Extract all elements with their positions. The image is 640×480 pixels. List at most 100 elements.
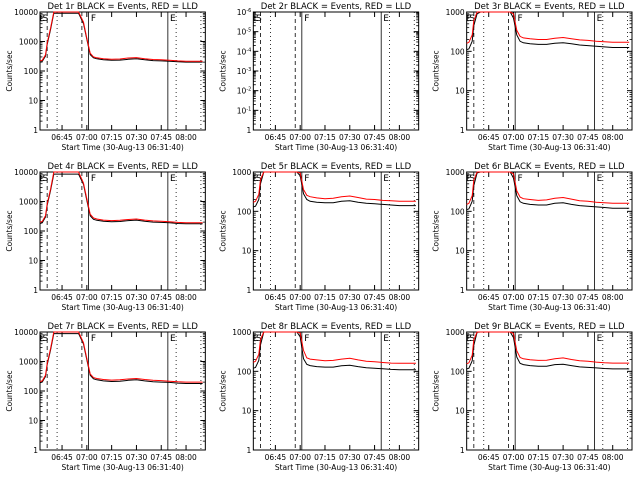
x-tick-label: 07:15 [527,453,549,462]
plot-frame [39,11,206,131]
panel-title: Det 3r BLACK = Events, RED = LLD [474,2,625,12]
marker-label: F [518,334,523,344]
y-axis-label: Counts/sec [218,370,227,411]
y-tick-label: 1 [460,126,465,135]
x-tick-label: 07:15 [101,293,123,302]
panel-7: Det 7r BLACK = Events, RED = LLD 1 10 100 10… [5,322,206,472]
y-tick-label: 1 [33,286,38,295]
x-tick-label: 06:45 [51,293,73,302]
series-line-lld [253,171,416,203]
marker-label: E [170,334,176,344]
x-tick-label: 07:30 [339,453,361,462]
y-tick-label: 10-2 [237,87,252,96]
y-axis-label: Counts/sec [5,210,14,251]
x-tick-label: 07:15 [314,453,336,462]
series-line-events [39,333,203,384]
y-tick-label: 10 [455,407,465,416]
x-tick-label: 07:45 [150,293,172,302]
panel-title: Det 8r BLACK = Events, RED = LLD [261,322,412,332]
x-tick-label: 07:00 [289,293,311,302]
marker-label: S [256,334,262,344]
panel-title: Det 5r BLACK = Events, RED = LLD [261,162,412,172]
x-tick-label: 07:15 [101,133,123,142]
x-tick-label: 07:15 [314,293,336,302]
series-line-events [39,12,203,63]
y-axis-label: Counts/sec [5,370,14,411]
series-line-events [466,171,630,211]
x-tick-label: 06:45 [265,293,287,302]
x-tick-label: 06:45 [478,293,500,302]
x-tick-label: 07:30 [126,453,148,462]
series-line-lld [466,331,630,365]
x-axis-label: Start Time (30-Aug-13 06:31:40) [275,463,397,472]
y-tick-label: 10-1 [237,106,252,115]
y-axis-label: Counts/sec [218,50,227,91]
series-line-lld [39,11,203,62]
panel-3: Det 3r BLACK = Events, RED = LLD 1 10 100 10… [432,2,633,152]
y-tick-label: 1 [247,126,252,135]
y-tick-label: 1000 [19,38,38,47]
x-tick-label: 07:15 [527,293,549,302]
plot-frame [466,331,633,451]
x-tick-label: 07:45 [364,453,386,462]
panel-4: Det 4r BLACK = Events, RED = LLD 1 10 100 10… [5,162,206,312]
x-tick-label: 07:45 [577,293,599,302]
marker-label: E [253,334,259,344]
y-tick-label: 10 [242,407,252,416]
panel-5: Det 5r BLACK = Events, RED = LLD 1 10 100 10… [218,162,420,312]
x-tick-label: 07:00 [503,453,525,462]
y-tick-label: 100 [450,367,465,376]
y-tick-label: 100 [237,367,252,376]
y-tick-label: 1000 [232,328,251,337]
marker-label: E [597,174,603,184]
series-line-lld [39,331,203,383]
plot-frame [466,11,633,131]
y-axis-label: Counts/sec [432,50,441,91]
series-line-lld [466,11,630,44]
x-tick-label: 07:30 [126,133,148,142]
x-tick-label: 07:15 [527,133,549,142]
x-tick-label: 06:45 [265,453,287,462]
x-tick-label: 07:00 [289,453,311,462]
marker-label: E [597,14,603,24]
y-tick-label: 10 [455,87,465,96]
marker-label: S [43,334,49,344]
panel-title: Det 1r BLACK = Events, RED = LLD [47,2,198,12]
x-tick-label: 08:00 [602,453,624,462]
marker-label: F [518,174,523,184]
marker-label: E [170,14,176,24]
y-tick-label: 1 [460,286,465,295]
x-tick-label: 07:30 [126,293,148,302]
marker-label: F [91,174,96,184]
x-tick-label: 06:45 [51,453,73,462]
plot-frame [252,171,420,291]
x-tick-label: 07:30 [552,133,574,142]
y-tick-label: 10 [28,417,38,426]
x-tick-label: 07:45 [150,453,172,462]
y-tick-label: 1 [247,286,252,295]
y-tick-label: 100 [450,47,465,56]
x-axis-label: Start Time (30-Aug-13 06:31:40) [61,303,183,312]
panel-6: Det 6r BLACK = Events, RED = LLD 1 10 100 10… [432,162,633,312]
y-tick-label: 1 [460,446,465,455]
y-tick-label: 1000 [446,168,465,177]
y-tick-label: 1000 [19,358,38,367]
marker-label: S [256,14,262,24]
x-tick-label: 08:00 [389,293,411,302]
x-axis-label: Start Time (30-Aug-13 06:31:40) [488,303,610,312]
marker-label: E [39,334,45,344]
marker-label: E [383,334,389,344]
y-axis-label: Counts/sec [432,210,441,251]
y-tick-label: 10000 [14,8,38,17]
y-tick-label: 10 [28,97,38,106]
y-tick-label: 1 [247,446,252,455]
y-axis-label: Counts/sec [218,210,227,251]
x-tick-label: 06:45 [478,453,500,462]
x-tick-label: 06:45 [265,133,287,142]
marker-label: S [256,174,262,184]
y-tick-label: 100 [24,227,39,236]
marker-label: E [466,14,472,24]
panel-title: Det 9r BLACK = Events, RED = LLD [474,322,625,332]
marker-label: E [466,174,472,184]
